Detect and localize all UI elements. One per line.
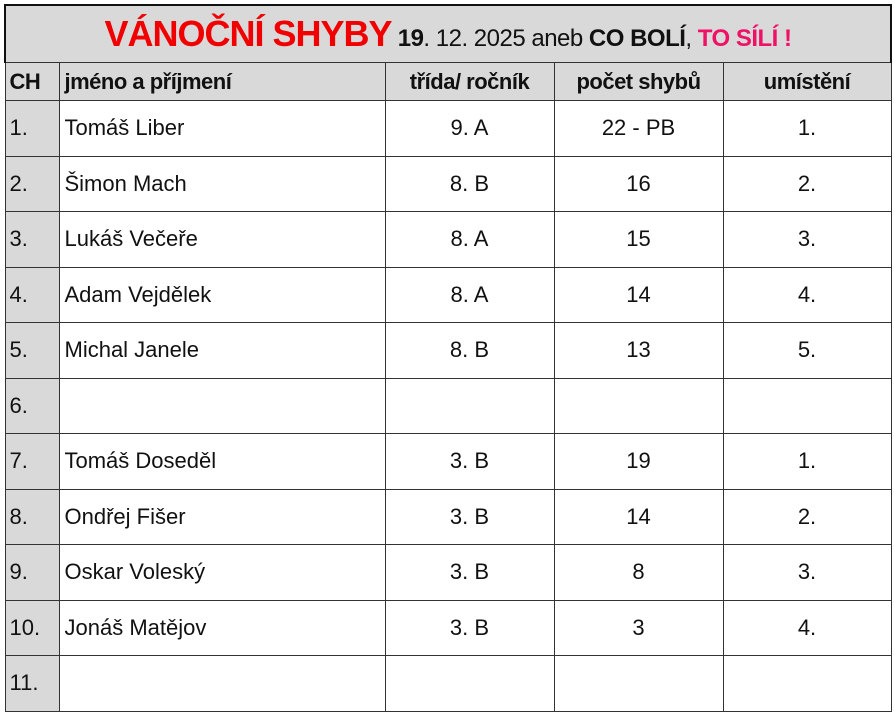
cell-place: 3.: [722, 544, 892, 601]
cell-class: 9. A: [384, 100, 555, 157]
cell-count: [553, 655, 724, 712]
cell-ch: 1.: [4, 100, 60, 157]
cell-name: Jonáš Matějov: [58, 599, 386, 656]
table-row: 1. Tomáš Liber 9. A 22 - PB 1.: [4, 100, 892, 157]
cell-count: 16: [553, 155, 724, 212]
cell-place: 4.: [722, 266, 892, 323]
cell-class: [384, 655, 555, 712]
title-comma: ,: [685, 25, 698, 52]
cell-place: 2.: [722, 488, 892, 545]
cell-place: [722, 377, 892, 434]
cell-count: 13: [553, 322, 724, 379]
title-main: VÁNOČNÍ SHYBY: [104, 13, 393, 54]
cell-count: 15: [553, 211, 724, 268]
cell-ch: 8.: [4, 488, 60, 545]
cell-place: [722, 655, 892, 712]
table-row: 10. Jonáš Matějov 3. B 3 4.: [4, 599, 892, 656]
page-title: VÁNOČNÍ SHYBY 19. 12. 2025 aneb CO BOLÍ,…: [4, 4, 892, 63]
cell-place: 3.: [722, 211, 892, 268]
header-row: CH jméno a příjmení třída/ ročník počet …: [4, 62, 892, 101]
header-name: jméno a příjmení: [58, 62, 386, 101]
cell-class: 8. B: [384, 155, 555, 212]
cell-ch: 10.: [4, 599, 60, 656]
title-motto-2: TO SÍLÍ !: [697, 25, 792, 52]
cell-ch: 11.: [4, 655, 60, 712]
header-ch: CH: [4, 62, 60, 101]
cell-class: 8. A: [384, 266, 555, 323]
cell-ch: 6.: [4, 377, 60, 434]
cell-class: 3. B: [384, 599, 555, 656]
cell-place: 4.: [722, 599, 892, 656]
cell-name: Michal Janele: [58, 322, 386, 379]
title-date-rest: . 12. 2025 aneb: [423, 25, 589, 52]
table-row: 2. Šimon Mach 8. B 16 2.: [4, 155, 892, 212]
cell-name: [58, 377, 386, 434]
cell-count: 14: [553, 488, 724, 545]
cell-count: 14: [553, 266, 724, 323]
table-row: 9. Oskar Voleský 3. B 8 3.: [4, 544, 892, 601]
cell-count: 8: [553, 544, 724, 601]
cell-count: 19: [553, 433, 724, 490]
table-row: 3. Lukáš Večeře 8. A 15 3.: [4, 211, 892, 268]
title-date-day: 19: [397, 25, 424, 52]
cell-ch: 9.: [4, 544, 60, 601]
cell-class: 8. A: [384, 211, 555, 268]
header-class: třída/ ročník: [384, 62, 555, 101]
table-row: 6.: [4, 377, 892, 434]
cell-class: 3. B: [384, 433, 555, 490]
cell-count: 3: [553, 599, 724, 656]
cell-place: 5.: [722, 322, 892, 379]
cell-name: Oskar Voleský: [58, 544, 386, 601]
cell-class: 3. B: [384, 488, 555, 545]
header-place: umístění: [722, 62, 892, 101]
header-count: počet shybů: [553, 62, 724, 101]
cell-class: 3. B: [384, 544, 555, 601]
cell-ch: 3.: [4, 211, 60, 268]
table-row: 7. Tomáš Doseděl 3. B 19 1.: [4, 433, 892, 490]
results-table: VÁNOČNÍ SHYBY 19. 12. 2025 aneb CO BOLÍ,…: [4, 4, 892, 712]
table-row: 8. Ondřej Fišer 3. B 14 2.: [4, 488, 892, 545]
cell-place: 2.: [722, 155, 892, 212]
cell-class: [384, 377, 555, 434]
cell-ch: 2.: [4, 155, 60, 212]
cell-name: Tomáš Liber: [58, 100, 386, 157]
cell-place: 1.: [722, 100, 892, 157]
cell-count: [553, 377, 724, 434]
cell-name: Ondřej Fišer: [58, 488, 386, 545]
cell-name: Tomáš Doseděl: [58, 433, 386, 490]
cell-count: 22 - PB: [553, 100, 724, 157]
table-row: 11.: [4, 655, 892, 712]
cell-name: Šimon Mach: [58, 155, 386, 212]
cell-ch: 5.: [4, 322, 60, 379]
cell-name: [58, 655, 386, 712]
cell-class: 8. B: [384, 322, 555, 379]
cell-ch: 7.: [4, 433, 60, 490]
cell-name: Adam Vejdělek: [58, 266, 386, 323]
title-motto-1: CO BOLÍ: [588, 25, 686, 52]
cell-name: Lukáš Večeře: [58, 211, 386, 268]
cell-ch: 4.: [4, 266, 60, 323]
table-row: 5. Michal Janele 8. B 13 5.: [4, 322, 892, 379]
title-row: VÁNOČNÍ SHYBY 19. 12. 2025 aneb CO BOLÍ,…: [4, 4, 892, 63]
cell-place: 1.: [722, 433, 892, 490]
table-row: 4. Adam Vejdělek 8. A 14 4.: [4, 266, 892, 323]
